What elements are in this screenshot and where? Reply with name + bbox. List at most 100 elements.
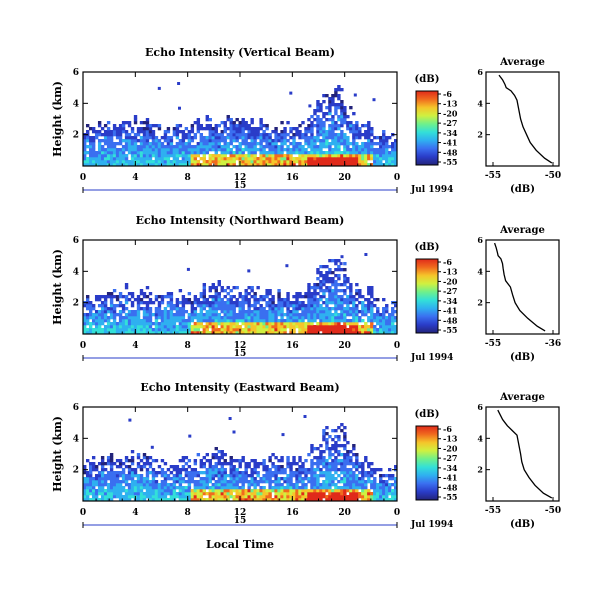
heatmap-cell	[190, 492, 195, 496]
heatmap-cell	[331, 163, 335, 167]
heatmap-cell	[259, 462, 263, 466]
heatmap-cell	[298, 151, 302, 155]
heatmap-cell	[202, 307, 207, 311]
heatmap-cell	[124, 148, 129, 152]
heatmap-cell	[124, 498, 129, 502]
heatmap-cell	[268, 322, 272, 326]
heatmap-cell	[130, 450, 135, 454]
heatmap-cell	[379, 154, 383, 158]
heatmap-cell	[211, 304, 215, 308]
heatmap-cell	[88, 322, 93, 326]
heatmap-cell	[331, 447, 335, 451]
heatmap-cell	[358, 160, 362, 164]
heatmap-cell	[139, 157, 144, 161]
heatmap-cell	[235, 319, 239, 323]
heatmap-cell	[328, 157, 332, 161]
heatmap-cell	[127, 468, 132, 472]
heatmap-cell	[355, 477, 359, 481]
heatmap-cell	[178, 483, 183, 487]
heatmap-cell	[274, 316, 278, 320]
heatmap-cell	[334, 456, 338, 460]
colorbar-tick-label: -20	[443, 443, 458, 453]
heatmap-cell	[193, 328, 198, 332]
x-tick-label: 16	[286, 341, 299, 351]
heatmap-cell	[283, 331, 287, 335]
heatmap-cell	[190, 480, 195, 484]
heatmap-cell	[370, 328, 374, 332]
heatmap-cell	[83, 316, 87, 320]
heatmap-cell	[241, 154, 245, 158]
heatmap-cell	[283, 495, 287, 499]
heatmap-cell	[83, 498, 87, 502]
heatmap-cell	[157, 145, 162, 149]
panel-title: Echo Intensity (Vertical Beam)	[145, 46, 335, 59]
heatmap-cell	[211, 139, 215, 143]
heatmap-cell	[193, 121, 198, 125]
heatmap-cell	[181, 331, 186, 335]
heatmap-cell	[328, 100, 332, 104]
heatmap-cell	[250, 325, 254, 329]
heatmap-cell	[145, 471, 150, 475]
heatmap-cell	[151, 498, 156, 502]
heatmap-cell	[97, 310, 102, 314]
heatmap-cell	[214, 480, 218, 484]
heatmap-cell	[223, 142, 227, 146]
heatmap-cell	[301, 148, 305, 152]
heatmap-cell	[142, 163, 147, 167]
heatmap-cell	[352, 489, 356, 493]
heatmap-cell	[253, 139, 257, 143]
heatmap-cell	[235, 130, 239, 134]
heatmap-cell	[385, 304, 389, 308]
heatmap-cell	[322, 160, 326, 164]
heatmap-cell	[232, 157, 236, 161]
heatmap-cell	[349, 498, 353, 502]
heatmap-cell	[172, 477, 177, 481]
heatmap-cell	[250, 295, 254, 299]
heatmap-cell	[241, 486, 245, 490]
heatmap-cell	[328, 492, 332, 496]
heatmap-cell	[331, 468, 335, 472]
heatmap-cell	[169, 483, 174, 487]
heatmap-cell	[352, 322, 356, 326]
heatmap-cell	[337, 106, 341, 110]
heatmap-cell	[340, 310, 344, 314]
heatmap-cell	[220, 328, 224, 332]
heatmap-cell	[190, 136, 195, 140]
heatmap-cell	[235, 301, 239, 305]
heatmap-cell	[241, 498, 245, 502]
heatmap-cell	[253, 459, 257, 463]
heatmap-cell	[154, 459, 159, 463]
heatmap-cell	[238, 121, 242, 125]
heatmap-cell	[226, 142, 230, 146]
heatmap-cell	[385, 328, 389, 332]
heatmap-cell	[205, 142, 209, 146]
heatmap-cell	[190, 301, 195, 305]
heatmap-cell	[382, 307, 386, 311]
heatmap-cell	[184, 471, 189, 475]
heatmap-cell	[214, 453, 218, 457]
heatmap-cell	[193, 145, 198, 149]
heatmap-cell	[334, 435, 338, 439]
heatmap-cell	[367, 310, 371, 314]
heatmap-cell	[370, 133, 374, 137]
heatmap-cell	[322, 283, 326, 287]
heatmap-cell	[232, 295, 236, 299]
heatmap-cell	[208, 477, 212, 481]
heatmap-cell	[214, 489, 218, 493]
heatmap-cell	[247, 319, 251, 323]
heatmap-cell	[337, 151, 341, 155]
heatmap-cell	[217, 468, 221, 472]
heatmap-cell	[292, 301, 296, 305]
heatmap-cell	[274, 465, 278, 469]
heatmap-cell	[313, 486, 317, 490]
heatmap-cell	[295, 304, 299, 308]
heatmap-cell	[211, 283, 215, 287]
heatmap-cell	[223, 151, 227, 155]
heatmap-cell	[83, 154, 87, 158]
heatmap-cell	[292, 151, 296, 155]
heatmap-cell	[241, 151, 245, 155]
heatmap-cell	[256, 471, 260, 475]
heatmap-cell	[151, 486, 156, 490]
heatmap-cell	[262, 319, 266, 323]
heatmap-cell	[316, 145, 320, 149]
